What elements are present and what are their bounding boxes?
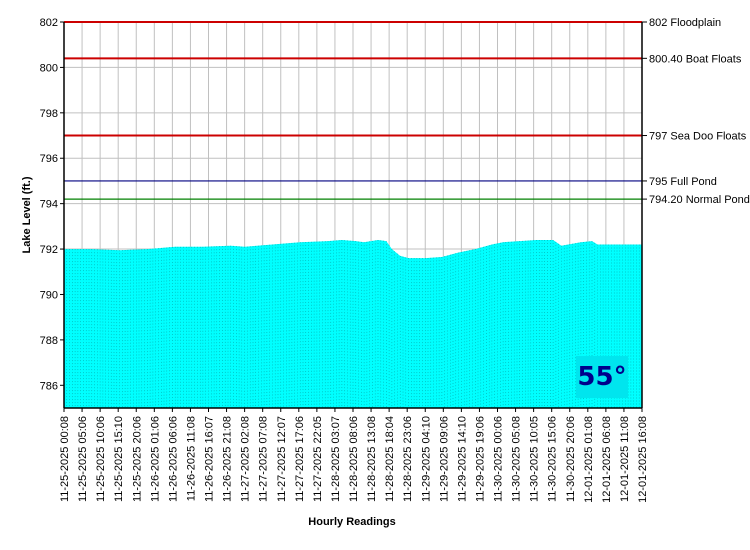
y-tick-label: 786 — [40, 380, 58, 392]
x-tick-label: 11-25-2025 10:06 — [95, 416, 107, 502]
x-tick-label: 11-28-2025 18:04 — [384, 416, 396, 502]
y-axis-title: Lake Level (ft.) — [21, 176, 33, 253]
x-tick-label: 11-30-2025 10:05 — [529, 416, 541, 502]
x-axis-title: Hourly Readings — [308, 516, 395, 528]
x-tick-label: 11-27-2025 12:07 — [276, 416, 288, 502]
y-tick-label: 796 — [40, 153, 58, 165]
x-tick-label: 11-28-2025 13:08 — [366, 416, 378, 502]
x-tick-label: 11-26-2025 06:06 — [167, 416, 179, 502]
reference-label: 794.20 Normal Pond — [649, 194, 750, 206]
y-tick-label: 792 — [40, 244, 58, 256]
x-tick-label: 11-27-2025 17:06 — [294, 416, 306, 502]
x-tick-label: 12-01-2025 01:08 — [583, 416, 595, 503]
x-tick-label: 11-27-2025 07:08 — [258, 416, 270, 502]
x-tick-label: 11-29-2025 04:10 — [420, 416, 432, 502]
lake-level-area — [64, 240, 642, 408]
x-tick-label: 11-25-2025 00:08 — [59, 416, 71, 502]
x-tick-label: 11-26-2025 11:08 — [185, 416, 197, 501]
x-tick-label: 11-25-2025 05:06 — [77, 416, 89, 502]
x-tick-label: 11-30-2025 00:06 — [493, 416, 505, 502]
x-tick-label: 11-30-2025 15:06 — [547, 416, 559, 502]
x-tick-label: 11-27-2025 02:08 — [240, 416, 252, 502]
x-tick-label: 11-25-2025 20:06 — [131, 416, 143, 502]
x-tick-label: 11-29-2025 09:06 — [438, 416, 450, 502]
x-tick-label: 11-26-2025 01:06 — [149, 416, 161, 502]
x-tick-label: 12-01-2025 06:08 — [601, 416, 613, 503]
reference-label: 802 Floodplain — [649, 17, 721, 29]
x-tick-label: 11-29-2025 19:06 — [474, 416, 486, 502]
reference-label: 797 Sea Doo Floats — [649, 131, 747, 143]
y-tick-label: 798 — [40, 108, 58, 120]
x-tick-label: 11-30-2025 20:06 — [565, 416, 577, 502]
y-tick-label: 800 — [40, 62, 58, 74]
x-tick-label: 12-01-2025 16:08 — [637, 416, 649, 503]
y-tick-label: 802 — [40, 17, 58, 29]
y-tick-label: 790 — [40, 289, 58, 301]
x-tick-label: 11-29-2025 14:10 — [456, 416, 468, 502]
x-tick-label: 12-01-2025 11:08 — [619, 416, 631, 502]
reference-label: 795 Full Pond — [649, 176, 717, 188]
x-tick-label: 11-25-2025 15:10 — [113, 416, 125, 502]
temperature-value: 55° — [577, 362, 627, 392]
x-tick-label: 11-28-2025 23:06 — [402, 416, 414, 502]
x-tick-label: 11-26-2025 21:08 — [222, 416, 234, 502]
x-tick-label: 11-28-2025 03:07 — [330, 416, 342, 502]
reference-label: 800.40 Boat Floats — [649, 53, 742, 65]
y-tick-label: 794 — [40, 199, 58, 211]
x-tick-label: 11-30-2025 05:08 — [511, 416, 523, 502]
x-tick-label: 11-27-2025 22:05 — [312, 416, 324, 502]
temperature-badge: 55° — [576, 356, 628, 398]
x-tick-label: 11-28-2025 08:06 — [348, 416, 360, 502]
x-tick-label: 11-26-2025 16:07 — [204, 416, 216, 502]
y-tick-label: 788 — [40, 335, 58, 347]
